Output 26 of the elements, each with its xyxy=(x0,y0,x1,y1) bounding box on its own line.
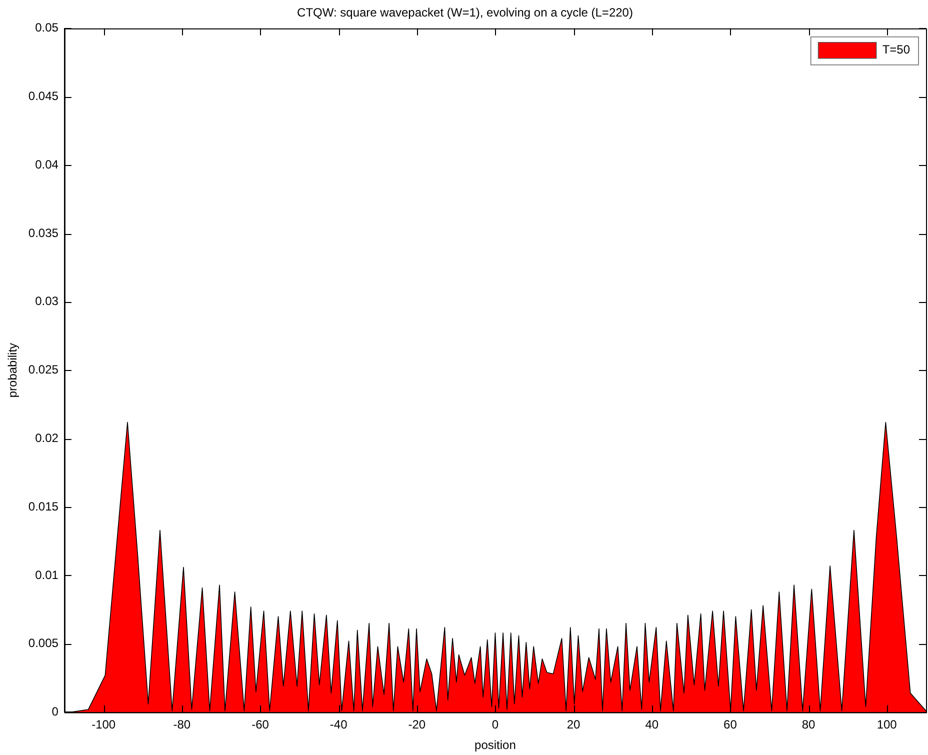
x-tick-label: -80 xyxy=(173,718,191,732)
chart-title: CTQW: square wavepacket (W=1), evolving on a cycle (L=220) xyxy=(297,6,633,20)
x-tick-label: 0 xyxy=(492,718,499,732)
y-tick-label: 0.015 xyxy=(28,499,59,514)
x-tick-label: 40 xyxy=(645,718,659,732)
legend-label: T=50 xyxy=(882,42,910,57)
y-tick-label: 0.02 xyxy=(35,430,59,445)
x-tick-label: -60 xyxy=(252,718,270,732)
y-tick-label: 0.04 xyxy=(35,157,59,172)
y-tick-label: 0.005 xyxy=(28,636,59,650)
x-tick-label: 100 xyxy=(876,718,898,732)
y-tick-label: 0 xyxy=(52,704,59,719)
x-tick-label: -100 xyxy=(92,718,116,732)
y-tick-label: 0.025 xyxy=(28,362,59,377)
y-tick-label: 0.05 xyxy=(35,20,59,35)
x-tick-label: -40 xyxy=(330,718,348,732)
y-axis-title: probability xyxy=(6,342,20,398)
y-tick-label: 0.035 xyxy=(28,226,59,240)
x-axis-title: position xyxy=(474,738,516,752)
x-tick-label: 80 xyxy=(802,718,816,732)
x-tick-label: 20 xyxy=(566,718,581,732)
y-tick-label: 0.01 xyxy=(35,568,59,582)
y-tick-label: 0.045 xyxy=(28,89,59,104)
y-tick-label: 0.03 xyxy=(35,294,59,308)
x-tick-label: 60 xyxy=(724,718,738,732)
x-tick-label: -20 xyxy=(408,718,426,732)
